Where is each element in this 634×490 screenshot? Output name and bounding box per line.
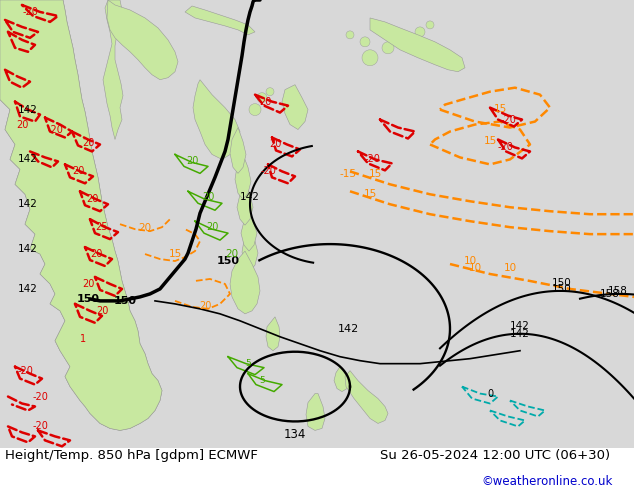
Polygon shape [345, 370, 388, 423]
Text: Height/Temp. 850 hPa [gdpm] ECMWF: Height/Temp. 850 hPa [gdpm] ECMWF [5, 449, 258, 463]
Text: 142: 142 [18, 104, 38, 115]
Polygon shape [241, 209, 257, 251]
Text: 5: 5 [259, 376, 265, 385]
Circle shape [415, 27, 425, 37]
Text: 20: 20 [186, 156, 198, 167]
Text: -20: -20 [364, 154, 380, 165]
Text: -20: -20 [47, 124, 63, 135]
Text: 15: 15 [363, 189, 377, 199]
Circle shape [382, 42, 394, 54]
Text: -20: -20 [497, 143, 513, 152]
Text: 158: 158 [608, 286, 628, 296]
Text: 15: 15 [169, 249, 181, 259]
Polygon shape [193, 80, 240, 159]
Text: 20: 20 [72, 167, 84, 176]
Text: 142: 142 [337, 324, 359, 334]
Text: 142: 142 [18, 199, 38, 209]
Text: 10: 10 [469, 263, 482, 273]
Text: 20: 20 [90, 249, 102, 259]
Text: Su 26-05-2024 12:00 UTC (06+30): Su 26-05-2024 12:00 UTC (06+30) [380, 449, 611, 463]
Polygon shape [107, 0, 178, 80]
Text: 20: 20 [202, 192, 214, 202]
Text: -20: -20 [260, 167, 276, 176]
Text: 150: 150 [552, 278, 572, 288]
Text: 5: 5 [245, 359, 251, 368]
Circle shape [426, 21, 434, 29]
Text: 142: 142 [18, 244, 38, 254]
Text: 142: 142 [510, 321, 530, 331]
Text: 142: 142 [240, 192, 260, 202]
Text: 142: 142 [18, 154, 38, 165]
Polygon shape [230, 251, 260, 314]
Polygon shape [370, 18, 465, 72]
Text: 20: 20 [199, 301, 211, 311]
Polygon shape [334, 367, 349, 392]
Text: 20: 20 [16, 120, 28, 129]
Text: 20: 20 [96, 306, 108, 316]
Circle shape [266, 88, 274, 96]
Text: ©weatheronline.co.uk: ©weatheronline.co.uk [482, 475, 613, 489]
Circle shape [257, 93, 267, 102]
Polygon shape [0, 0, 162, 430]
Text: 150: 150 [113, 296, 136, 306]
Text: 20: 20 [206, 222, 218, 232]
Text: 142: 142 [18, 284, 38, 294]
Text: -20: -20 [22, 7, 38, 17]
Polygon shape [306, 393, 325, 430]
Text: -20: -20 [32, 392, 48, 401]
Circle shape [249, 103, 261, 116]
Text: 142: 142 [510, 329, 530, 339]
Text: 20: 20 [82, 139, 94, 148]
Text: 150: 150 [216, 256, 240, 266]
Text: -20: -20 [17, 366, 33, 376]
Text: -20: -20 [32, 421, 48, 431]
Text: 134: 134 [284, 428, 306, 441]
Text: -20: -20 [500, 115, 516, 124]
Text: 10: 10 [503, 263, 517, 273]
Text: 150: 150 [77, 294, 100, 304]
Polygon shape [185, 6, 255, 35]
Polygon shape [242, 229, 258, 271]
Text: 20: 20 [226, 249, 238, 259]
Text: 158: 158 [600, 289, 620, 299]
Polygon shape [266, 317, 280, 351]
Text: 15: 15 [368, 170, 382, 179]
Circle shape [362, 50, 378, 66]
Text: 25: 25 [96, 222, 108, 232]
Text: 20: 20 [86, 194, 98, 204]
Polygon shape [237, 181, 253, 225]
Polygon shape [235, 154, 251, 199]
Polygon shape [282, 85, 308, 129]
Text: 10: 10 [463, 256, 477, 266]
Circle shape [346, 31, 354, 39]
Text: 20: 20 [82, 279, 94, 289]
Text: 15: 15 [493, 103, 507, 114]
Text: 150: 150 [552, 284, 572, 294]
Text: 15: 15 [483, 137, 496, 147]
Text: 0: 0 [487, 389, 493, 398]
Text: 20: 20 [138, 223, 152, 233]
Circle shape [360, 37, 370, 47]
Polygon shape [103, 0, 123, 140]
Text: 20: 20 [269, 140, 281, 149]
Text: -15: -15 [339, 170, 356, 179]
Text: 20: 20 [259, 97, 271, 107]
Polygon shape [230, 127, 246, 173]
Polygon shape [0, 0, 162, 430]
Text: 1: 1 [80, 334, 86, 344]
